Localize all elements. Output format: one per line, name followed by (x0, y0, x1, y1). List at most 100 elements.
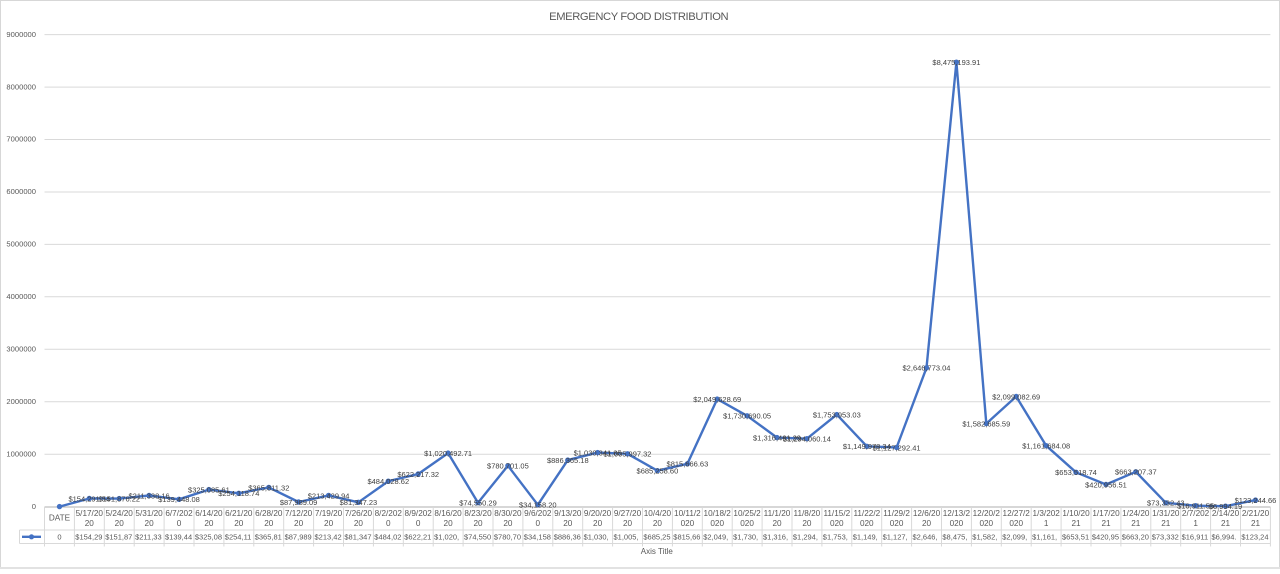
svg-text:$1,127,292.41: $1,127,292.41 (873, 443, 921, 452)
svg-text:21: 21 (1101, 519, 1111, 528)
svg-text:$6,994.: $6,994. (1212, 533, 1237, 542)
svg-text:$139,448.08: $139,448.08 (158, 495, 200, 504)
svg-text:$815,666.63: $815,666.63 (667, 460, 709, 469)
svg-text:9/27/20: 9/27/20 (614, 509, 642, 518)
svg-text:20: 20 (653, 519, 663, 528)
svg-text:$254,11: $254,11 (225, 533, 252, 542)
svg-text:$886,365.18: $886,365.18 (547, 456, 589, 465)
svg-text:12/6/20: 12/6/20 (913, 509, 941, 518)
svg-text:$6,994.19: $6,994.19 (1209, 502, 1242, 511)
svg-text:$1,030,: $1,030, (584, 533, 609, 542)
svg-text:9/13/20: 9/13/20 (554, 509, 582, 518)
svg-text:5/31/20: 5/31/20 (135, 509, 163, 518)
svg-text:$74,550: $74,550 (464, 533, 491, 542)
svg-text:$2,049,: $2,049, (703, 533, 728, 542)
svg-text:$325,085.61: $325,085.61 (188, 486, 230, 495)
svg-text:5/17/20: 5/17/20 (76, 509, 104, 518)
svg-text:1000000: 1000000 (6, 449, 36, 458)
svg-text:6/21/20: 6/21/20 (225, 509, 253, 518)
svg-text:$1,753,: $1,753, (823, 533, 848, 542)
svg-text:$815,66: $815,66 (673, 533, 700, 542)
svg-text:$123,244.66: $123,244.66 (1235, 496, 1277, 505)
svg-text:$1,730,: $1,730, (733, 533, 758, 542)
svg-text:0: 0 (416, 519, 421, 528)
svg-text:$8,475,193.91: $8,475,193.91 (932, 58, 980, 67)
svg-text:11/1/20: 11/1/20 (764, 509, 791, 518)
svg-text:020: 020 (950, 519, 964, 528)
svg-text:$1,294,060.14: $1,294,060.14 (783, 435, 831, 444)
svg-text:$886,36: $886,36 (554, 533, 581, 542)
svg-text:8/23/20: 8/23/20 (464, 509, 492, 518)
svg-text:11/8/20: 11/8/20 (794, 509, 821, 518)
svg-text:8/16/20: 8/16/20 (434, 509, 462, 518)
svg-text:$1,161,684.08: $1,161,684.08 (1022, 442, 1070, 451)
svg-text:$484,02: $484,02 (374, 533, 401, 542)
svg-text:20: 20 (593, 519, 603, 528)
svg-text:5000000: 5000000 (6, 240, 36, 249)
svg-text:2/7/202: 2/7/202 (1182, 509, 1210, 518)
svg-text:20: 20 (204, 519, 214, 528)
svg-text:9000000: 9000000 (6, 30, 36, 39)
svg-text:20: 20 (324, 519, 334, 528)
svg-text:12/20/2: 12/20/2 (973, 509, 1001, 518)
svg-text:020: 020 (890, 519, 904, 528)
svg-text:$653,51: $653,51 (1062, 533, 1089, 542)
svg-text:0: 0 (57, 533, 61, 542)
svg-text:$780,70: $780,70 (494, 533, 521, 542)
svg-text:7/12/20: 7/12/20 (285, 509, 313, 518)
svg-text:$325,08: $325,08 (195, 533, 222, 542)
svg-text:$151,87: $151,87 (105, 533, 132, 542)
svg-text:9/20/20: 9/20/20 (584, 509, 612, 518)
svg-text:8/2/202: 8/2/202 (375, 509, 403, 518)
svg-text:1/31/20: 1/31/20 (1152, 509, 1180, 518)
svg-text:$151,876.22: $151,876.22 (98, 495, 140, 504)
svg-text:$123,24: $123,24 (1241, 533, 1268, 542)
svg-text:020: 020 (740, 519, 754, 528)
svg-text:$87,989.09: $87,989.09 (280, 498, 318, 507)
svg-text:$685,25: $685,25 (643, 533, 670, 542)
svg-text:020: 020 (830, 519, 844, 528)
svg-text:12/27/2: 12/27/2 (1003, 509, 1031, 518)
svg-text:020: 020 (860, 519, 874, 528)
svg-text:$73,332: $73,332 (1152, 533, 1179, 542)
svg-text:6/28/20: 6/28/20 (255, 509, 283, 518)
svg-text:020: 020 (1009, 519, 1023, 528)
svg-text:0: 0 (536, 519, 541, 528)
svg-text:$663,20: $663,20 (1122, 533, 1149, 542)
svg-text:$213,42: $213,42 (315, 533, 342, 542)
svg-text:020: 020 (681, 519, 695, 528)
svg-text:20: 20 (772, 519, 782, 528)
svg-text:$139,44: $139,44 (165, 533, 192, 542)
svg-text:10/4/20: 10/4/20 (644, 509, 672, 518)
svg-text:5/24/20: 5/24/20 (106, 509, 134, 518)
svg-text:11/29/2: 11/29/2 (883, 509, 910, 518)
svg-text:$211,338.16: $211,338.16 (129, 491, 170, 500)
svg-text:$1,753,953.03: $1,753,953.03 (813, 411, 861, 420)
svg-text:$365,811.32: $365,811.32 (248, 483, 289, 492)
svg-text:20: 20 (354, 519, 364, 528)
svg-text:0: 0 (177, 519, 182, 528)
svg-text:DATE: DATE (49, 514, 71, 523)
svg-text:20: 20 (623, 519, 633, 528)
svg-text:20: 20 (922, 519, 932, 528)
svg-text:$1,005,997.32: $1,005,997.32 (604, 450, 652, 459)
svg-text:1/3/202: 1/3/202 (1033, 509, 1061, 518)
svg-text:$2,646,773.04: $2,646,773.04 (903, 364, 951, 373)
svg-text:4000000: 4000000 (6, 292, 36, 301)
svg-text:20: 20 (234, 519, 244, 528)
svg-text:$1,161,: $1,161, (1032, 533, 1057, 542)
svg-text:21: 21 (1071, 519, 1081, 528)
svg-text:$34,158: $34,158 (524, 533, 551, 542)
svg-text:1/24/20: 1/24/20 (1122, 509, 1150, 518)
svg-text:20: 20 (145, 519, 155, 528)
svg-text:$1,005,: $1,005, (614, 533, 639, 542)
svg-text:20: 20 (473, 519, 483, 528)
svg-text:$622,217.32: $622,217.32 (397, 470, 439, 479)
svg-text:$213,429.94: $213,429.94 (308, 491, 350, 500)
svg-text:6/14/20: 6/14/20 (195, 509, 223, 518)
svg-text:$780,701.05: $780,701.05 (487, 462, 529, 471)
svg-text:$254,118.74: $254,118.74 (218, 489, 259, 498)
svg-text:$1,730,690.05: $1,730,690.05 (723, 412, 771, 421)
svg-text:21: 21 (1221, 519, 1231, 528)
svg-text:$1,582,: $1,582, (972, 533, 997, 542)
